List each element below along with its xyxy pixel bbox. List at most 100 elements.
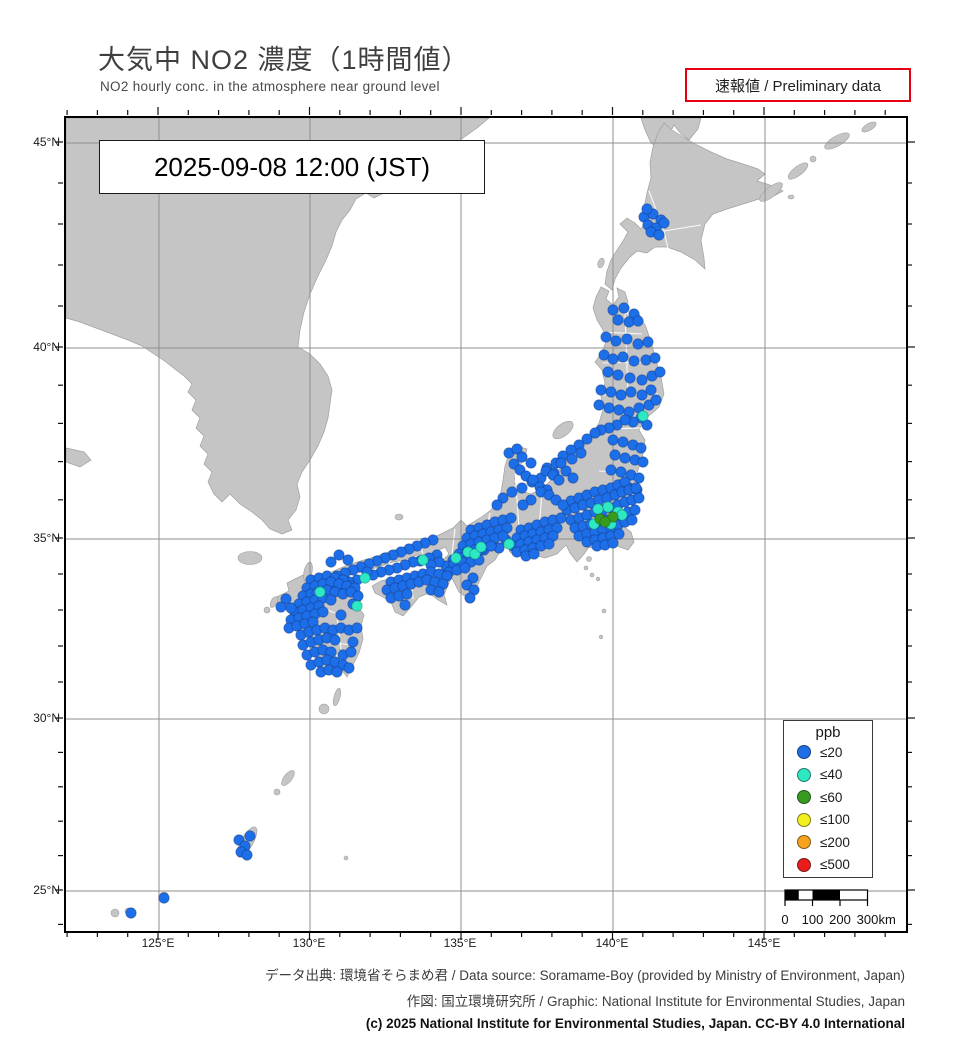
lon-label: 140°E bbox=[595, 936, 629, 950]
station-dot-le20 bbox=[325, 556, 337, 568]
landmass-izu-3 bbox=[589, 572, 595, 578]
station-dot-le20 bbox=[516, 451, 528, 463]
station-dot-le20 bbox=[607, 304, 619, 316]
station-dot-le20 bbox=[605, 386, 617, 398]
legend-item-label: ≤200 bbox=[820, 834, 850, 850]
station-dot-le20 bbox=[602, 366, 614, 378]
station-dot-le20 bbox=[633, 492, 645, 504]
station-dot-le20 bbox=[516, 482, 528, 494]
station-dot-le20 bbox=[497, 530, 509, 542]
station-dot-le20 bbox=[629, 504, 641, 516]
legend: ppb ≤20 ≤40 ≤60 ≤100 ≤200 ≤500 bbox=[783, 720, 873, 878]
station-dot-le20 bbox=[553, 474, 565, 486]
station-dot-le20 bbox=[528, 548, 540, 560]
legend-items: ≤20 ≤40 ≤60 ≤100 ≤200 ≤500 bbox=[784, 741, 872, 876]
station-dot-le20 bbox=[650, 394, 662, 406]
station-dot-le20 bbox=[609, 449, 621, 461]
station-dot-le20 bbox=[632, 338, 644, 350]
station-dot-le20 bbox=[543, 538, 555, 550]
japan-map bbox=[66, 118, 906, 931]
station-dot-le20 bbox=[617, 436, 629, 448]
landmass-jeju bbox=[237, 551, 263, 565]
footer-data-source: データ出典: 環境省そらまめ君 / Data source: Soramame-… bbox=[265, 968, 905, 983]
station-dot-le20 bbox=[433, 586, 445, 598]
station-dot-le20 bbox=[567, 472, 579, 484]
station-dot-le20 bbox=[566, 453, 578, 465]
station-dot-le20 bbox=[619, 414, 631, 426]
landmass-izu-5 bbox=[601, 608, 607, 614]
station-dot-le20 bbox=[505, 512, 517, 524]
lat-label: 40°N bbox=[33, 340, 60, 354]
station-dot-le20 bbox=[555, 457, 567, 469]
station-dot-le20 bbox=[632, 315, 644, 327]
station-dot-le60 bbox=[607, 511, 619, 523]
station-dot-le20 bbox=[555, 512, 567, 524]
station-dot-le40 bbox=[417, 554, 429, 566]
station-dot-le20 bbox=[351, 622, 363, 634]
landmass-izu-6 bbox=[598, 634, 604, 640]
station-dot-le20 bbox=[333, 549, 345, 561]
landmass-kuril-4 bbox=[861, 121, 877, 133]
landmass-shandong-tip bbox=[66, 447, 92, 468]
legend-dot-le500 bbox=[797, 857, 811, 872]
station-dot-le20 bbox=[575, 447, 587, 459]
station-dot-le20 bbox=[517, 499, 529, 511]
station-dot-le20 bbox=[612, 314, 624, 326]
landmass-hokkaido bbox=[604, 122, 784, 291]
landmass-okushiri bbox=[597, 257, 605, 269]
station-dot-le20 bbox=[589, 427, 601, 439]
station-dot-le20 bbox=[285, 602, 297, 614]
station-dot-le20 bbox=[491, 499, 503, 511]
station-dot-le20 bbox=[329, 634, 341, 646]
legend-item: ≤20 bbox=[784, 741, 872, 764]
station-dot-le20 bbox=[511, 443, 523, 455]
station-dot-le20 bbox=[581, 433, 593, 445]
legend-dot-le40 bbox=[797, 767, 811, 782]
legend-item: ≤500 bbox=[784, 854, 872, 877]
station-dot-le20 bbox=[654, 366, 666, 378]
preliminary-badge: 速報値 / Preliminary data bbox=[685, 68, 911, 102]
landmass-tanegashima bbox=[332, 687, 342, 707]
station-dot-le20 bbox=[653, 229, 665, 241]
station-dot-le40 bbox=[475, 541, 487, 553]
landmass-sado bbox=[552, 420, 574, 440]
station-dot-le20 bbox=[658, 217, 670, 229]
station-dot-le20 bbox=[624, 372, 636, 384]
station-dot-le40 bbox=[616, 509, 628, 521]
station-dot-le20 bbox=[241, 849, 253, 861]
station-dot-le20 bbox=[335, 609, 347, 621]
legend-item: ≤100 bbox=[784, 809, 872, 832]
station-dot-le20 bbox=[600, 331, 612, 343]
station-dot-le40 bbox=[637, 410, 649, 422]
legend-title: ppb bbox=[815, 724, 841, 741]
landmass-goto-1 bbox=[269, 596, 279, 608]
station-dot-le20 bbox=[595, 384, 607, 396]
legend-dot-le60 bbox=[797, 790, 811, 805]
landmass-goto-2 bbox=[263, 606, 271, 614]
station-dot-le20 bbox=[640, 354, 652, 366]
landmass-izu-oshima bbox=[586, 556, 592, 562]
station-dot-le20 bbox=[607, 353, 619, 365]
map-frame bbox=[64, 116, 908, 933]
station-dot-le20 bbox=[625, 386, 637, 398]
station-dot-le20 bbox=[464, 592, 476, 604]
lon-label: 135°E bbox=[443, 936, 477, 950]
lon-label: 125°E bbox=[141, 936, 175, 950]
legend-dot-le100 bbox=[797, 812, 811, 827]
lon-label: 130°E bbox=[292, 936, 326, 950]
station-dot-le20 bbox=[613, 528, 625, 540]
station-dot-le20 bbox=[615, 389, 627, 401]
station-dot-le20 bbox=[325, 594, 337, 606]
lon-label: 145°E bbox=[747, 936, 781, 950]
station-dot-le20 bbox=[605, 464, 617, 476]
station-dot-le20 bbox=[317, 606, 329, 618]
page-title: 大気中 NO2 濃度（1時間値） bbox=[98, 45, 470, 75]
station-dot-le20 bbox=[342, 554, 354, 566]
station-dot-le20 bbox=[637, 456, 649, 468]
station-dot-le20 bbox=[125, 907, 137, 919]
footer-copyright: (c) 2025 National Institute for Environm… bbox=[365, 1016, 905, 1031]
station-dot-le20 bbox=[621, 333, 633, 345]
legend-item: ≤60 bbox=[784, 786, 872, 809]
station-dot-le20 bbox=[506, 486, 518, 498]
station-dot-le20 bbox=[645, 384, 657, 396]
